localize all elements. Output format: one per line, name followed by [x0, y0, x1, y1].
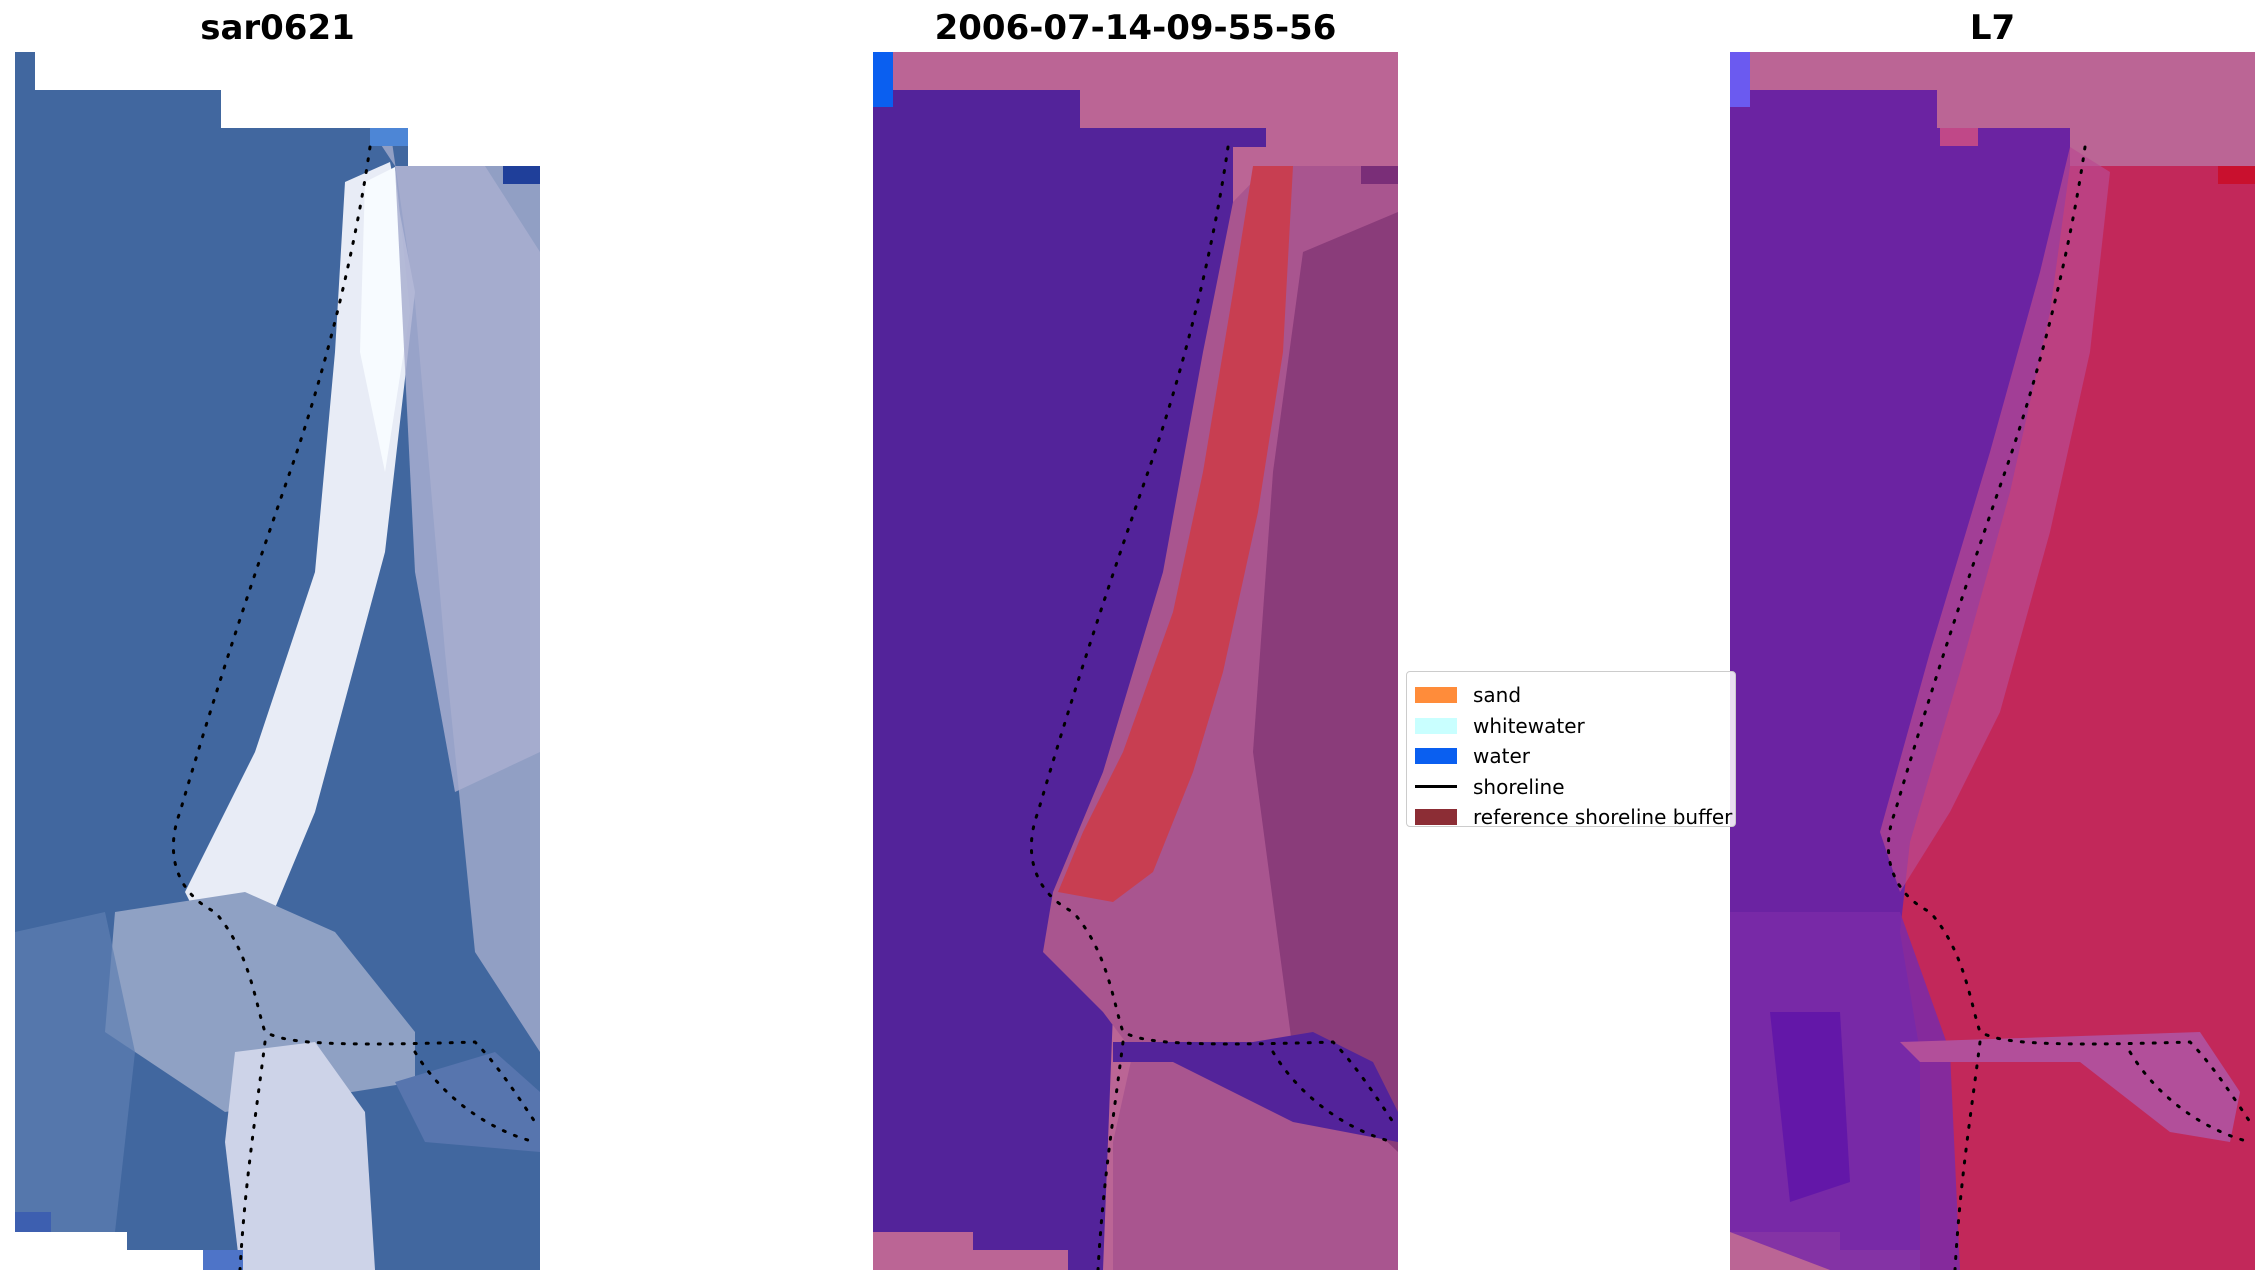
legend-item-sand: sand [1415, 680, 1735, 711]
legend-label: reference shoreline buffer [1473, 805, 1733, 827]
legend-swatch-water [1415, 748, 1457, 765]
legend-swatch-whitewater [1415, 717, 1457, 734]
legend-swatch-shoreline [1415, 785, 1457, 789]
image-panel-rgb [15, 52, 540, 1270]
legend-label: shoreline [1473, 774, 1565, 799]
legend-item-shoreline: shoreline [1415, 772, 1735, 803]
legend-item-whitewater: whitewater [1415, 711, 1735, 742]
image-panel-l7 [1730, 52, 2255, 1270]
legend-item-water: water [1415, 741, 1735, 772]
legend-swatch-sand [1415, 687, 1457, 704]
panel-title-date: 2006-07-14-09-55-56 [934, 8, 1337, 48]
legend-swatch-reference-buffer [1415, 809, 1457, 826]
legend-label: whitewater [1473, 713, 1585, 738]
panel-title-l7: L7 [1969, 8, 2016, 48]
legend: sand whitewater water shoreline referenc… [1406, 671, 1736, 827]
legend-label: sand [1473, 683, 1522, 708]
legend-label: water [1473, 744, 1530, 769]
panel-title-sar0621: sar0621 [200, 8, 355, 48]
image-panel-classified [873, 52, 1398, 1270]
legend-item-reference-buffer: reference shoreline buffer [1415, 802, 1735, 827]
